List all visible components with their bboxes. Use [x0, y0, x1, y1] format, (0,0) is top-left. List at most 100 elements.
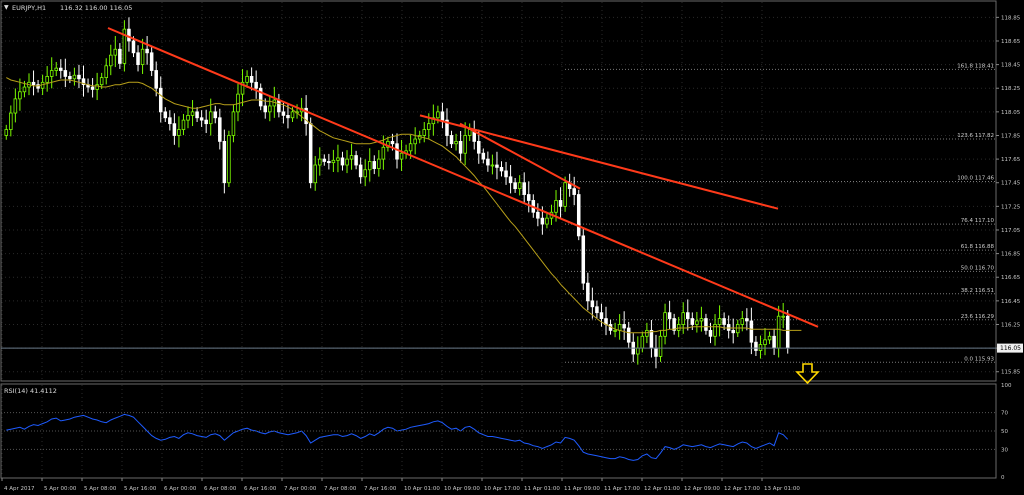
candle-body — [31, 81, 36, 86]
fib-level-label: 23.6 116.29 — [961, 314, 995, 320]
candle-body — [145, 48, 149, 54]
price-tick-label: 117.85 — [1001, 133, 1021, 139]
candle-body — [81, 78, 86, 86]
time-tick-label: 12 Apr 01:00 — [644, 486, 680, 492]
candle-body — [336, 157, 340, 161]
candle-body — [686, 312, 690, 319]
candle-body — [95, 84, 99, 90]
time-tick-label: 6 Apr 16:00 — [244, 486, 277, 492]
price-tick-label: 116.85 — [1001, 252, 1021, 258]
moving-average-line — [6, 77, 802, 334]
candle-body — [581, 235, 586, 284]
candle-body — [286, 115, 290, 119]
fib-level-label: 38.2 116.51 — [961, 288, 994, 294]
candle-body — [558, 200, 563, 207]
candle-body — [676, 324, 681, 331]
candle-body — [422, 129, 427, 136]
candle-body — [313, 164, 317, 184]
candle-body — [772, 335, 776, 349]
candle-body — [177, 129, 181, 136]
candle-body — [390, 140, 395, 145]
candle-body — [735, 324, 740, 334]
price-tick-label: 118.05 — [1001, 110, 1021, 116]
candle-body — [377, 158, 381, 169]
fib-level-label: 0.0 115.93 — [964, 356, 994, 362]
time-tick-label: 5 Apr 16:00 — [124, 486, 157, 492]
candle-body — [367, 161, 372, 171]
time-axis: 4 Apr 2017 5 Apr 00:00 5 Apr 08:00 5 Apr 16… — [1, 478, 800, 492]
candle-body — [499, 166, 504, 172]
price-tick-label: 116.25 — [1001, 322, 1021, 328]
candle-body — [408, 143, 413, 152]
price-tick-label: 116.45 — [1001, 299, 1021, 305]
fib-level-label: 61.8 116.88 — [961, 244, 995, 250]
candle-body — [572, 188, 576, 195]
candle-body — [504, 170, 508, 178]
rsi-level-label: 100 — [1001, 383, 1012, 389]
candle-body — [431, 117, 436, 125]
candle-body — [508, 176, 513, 184]
candle-body — [109, 54, 113, 67]
time-tick-label: 10 Apr 01:00 — [404, 486, 440, 492]
time-tick-label: 11 Apr 09:00 — [564, 486, 600, 492]
trendline — [107, 27, 819, 328]
candle-body — [349, 155, 354, 160]
candle-body — [354, 155, 358, 166]
chart-header-arrow[interactable]: ▼ — [4, 4, 9, 11]
candle-body — [672, 318, 676, 331]
fibonacci-levels: 161.8 118.41 123.6 117.82 100.0 117.46 76.4… — [565, 63, 996, 363]
fib-level-label: 123.6 117.82 — [957, 133, 994, 139]
candle-body — [481, 152, 486, 160]
candle-body — [345, 158, 349, 166]
candle-body — [290, 111, 295, 119]
candle-body — [490, 164, 495, 167]
candle-body — [363, 169, 367, 178]
candle-body — [690, 318, 695, 325]
candle-body — [667, 312, 672, 319]
fib-level-label: 76.4 117.10 — [961, 218, 995, 224]
trendline — [419, 114, 779, 210]
rsi-level-label: 50 — [1001, 429, 1008, 435]
time-tick-label: 11 Apr 17:00 — [604, 486, 640, 492]
time-tick-label: 5 Apr 08:00 — [84, 486, 117, 492]
candle-body — [681, 312, 685, 325]
ohlc-label: 116.32 116.00 116.05 — [60, 4, 132, 12]
rsi-level-label: 30 — [1001, 447, 1008, 453]
candle-body — [258, 87, 263, 107]
candle-body — [45, 76, 49, 83]
candle-body — [726, 324, 731, 331]
candle-body — [717, 318, 722, 325]
candle-body — [13, 98, 18, 114]
candle-body — [640, 335, 645, 349]
price-tick-label: 118.85 — [1001, 15, 1021, 21]
candle-body — [231, 111, 236, 136]
candle-body — [72, 74, 77, 80]
price-tick-label: 115.85 — [1001, 370, 1021, 376]
candle-body — [599, 312, 604, 319]
candle-body — [708, 329, 713, 337]
price-tick-label: 117.05 — [1001, 228, 1021, 234]
candle-body — [554, 200, 558, 213]
candle-body — [208, 111, 213, 125]
candle-body — [440, 111, 445, 121]
candle-body — [308, 123, 313, 184]
candle-body — [18, 91, 22, 100]
time-tick-label: 13 Apr 01:00 — [764, 486, 800, 492]
candle-body — [245, 76, 249, 83]
candle-body — [445, 119, 449, 136]
price-tick-label: 116.65 — [1001, 275, 1021, 281]
candle-body — [413, 138, 417, 145]
candle-body — [395, 143, 399, 160]
candle-body — [622, 324, 626, 329]
candle-body — [358, 164, 363, 178]
candle-body — [327, 161, 331, 164]
candle-body — [731, 329, 735, 334]
symbol-label: EURJPY,H1 — [12, 4, 46, 12]
candle-body — [22, 86, 27, 93]
time-tick-label: 12 Apr 17:00 — [724, 486, 760, 492]
candle-body — [449, 135, 454, 145]
candle-body — [4, 129, 9, 136]
candle-body — [195, 111, 199, 119]
candle-body — [663, 312, 667, 337]
